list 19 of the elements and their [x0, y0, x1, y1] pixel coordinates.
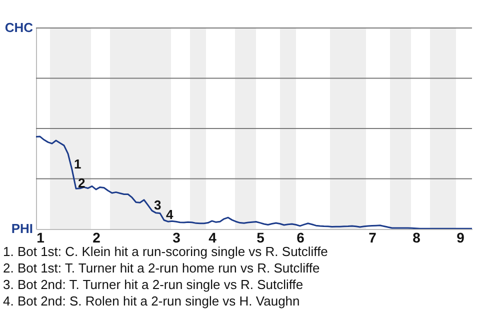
x-tick-label: 3 — [172, 230, 181, 246]
text: 2. Bot 1st: T. Turner hit a 2-run home run vs R. Sutcliffe — [3, 260, 320, 276]
annotation: 3 — [154, 198, 162, 213]
annotation: 1 — [74, 156, 82, 172]
annotation: 4 — [166, 207, 174, 222]
x-tick-label: 5 — [256, 230, 265, 246]
text: CHC — [4, 20, 34, 35]
text: PHI — [11, 221, 33, 236]
annotation: 2 — [78, 176, 86, 191]
x-tick-label: 1 — [36, 230, 45, 246]
x-tick-label: 8 — [412, 230, 421, 246]
x-tick-label: 2 — [92, 230, 101, 246]
x-tick-label: 7 — [368, 230, 377, 246]
x-tick-label: 6 — [296, 230, 305, 246]
x-tick-label: 4 — [208, 230, 217, 246]
text: 4. Bot 2nd: S. Rolen hit a 2-run single vs H. Vaughn — [3, 294, 300, 308]
text: 1. Bot 1st: C. Klein hit a run-scoring single vs R. Sutcliffe — [3, 244, 328, 259]
text: 3. Bot 2nd: T. Turner hit a 2-run single vs R. Sutcliffe — [3, 277, 304, 292]
x-tick-label: 9 — [456, 230, 465, 246]
